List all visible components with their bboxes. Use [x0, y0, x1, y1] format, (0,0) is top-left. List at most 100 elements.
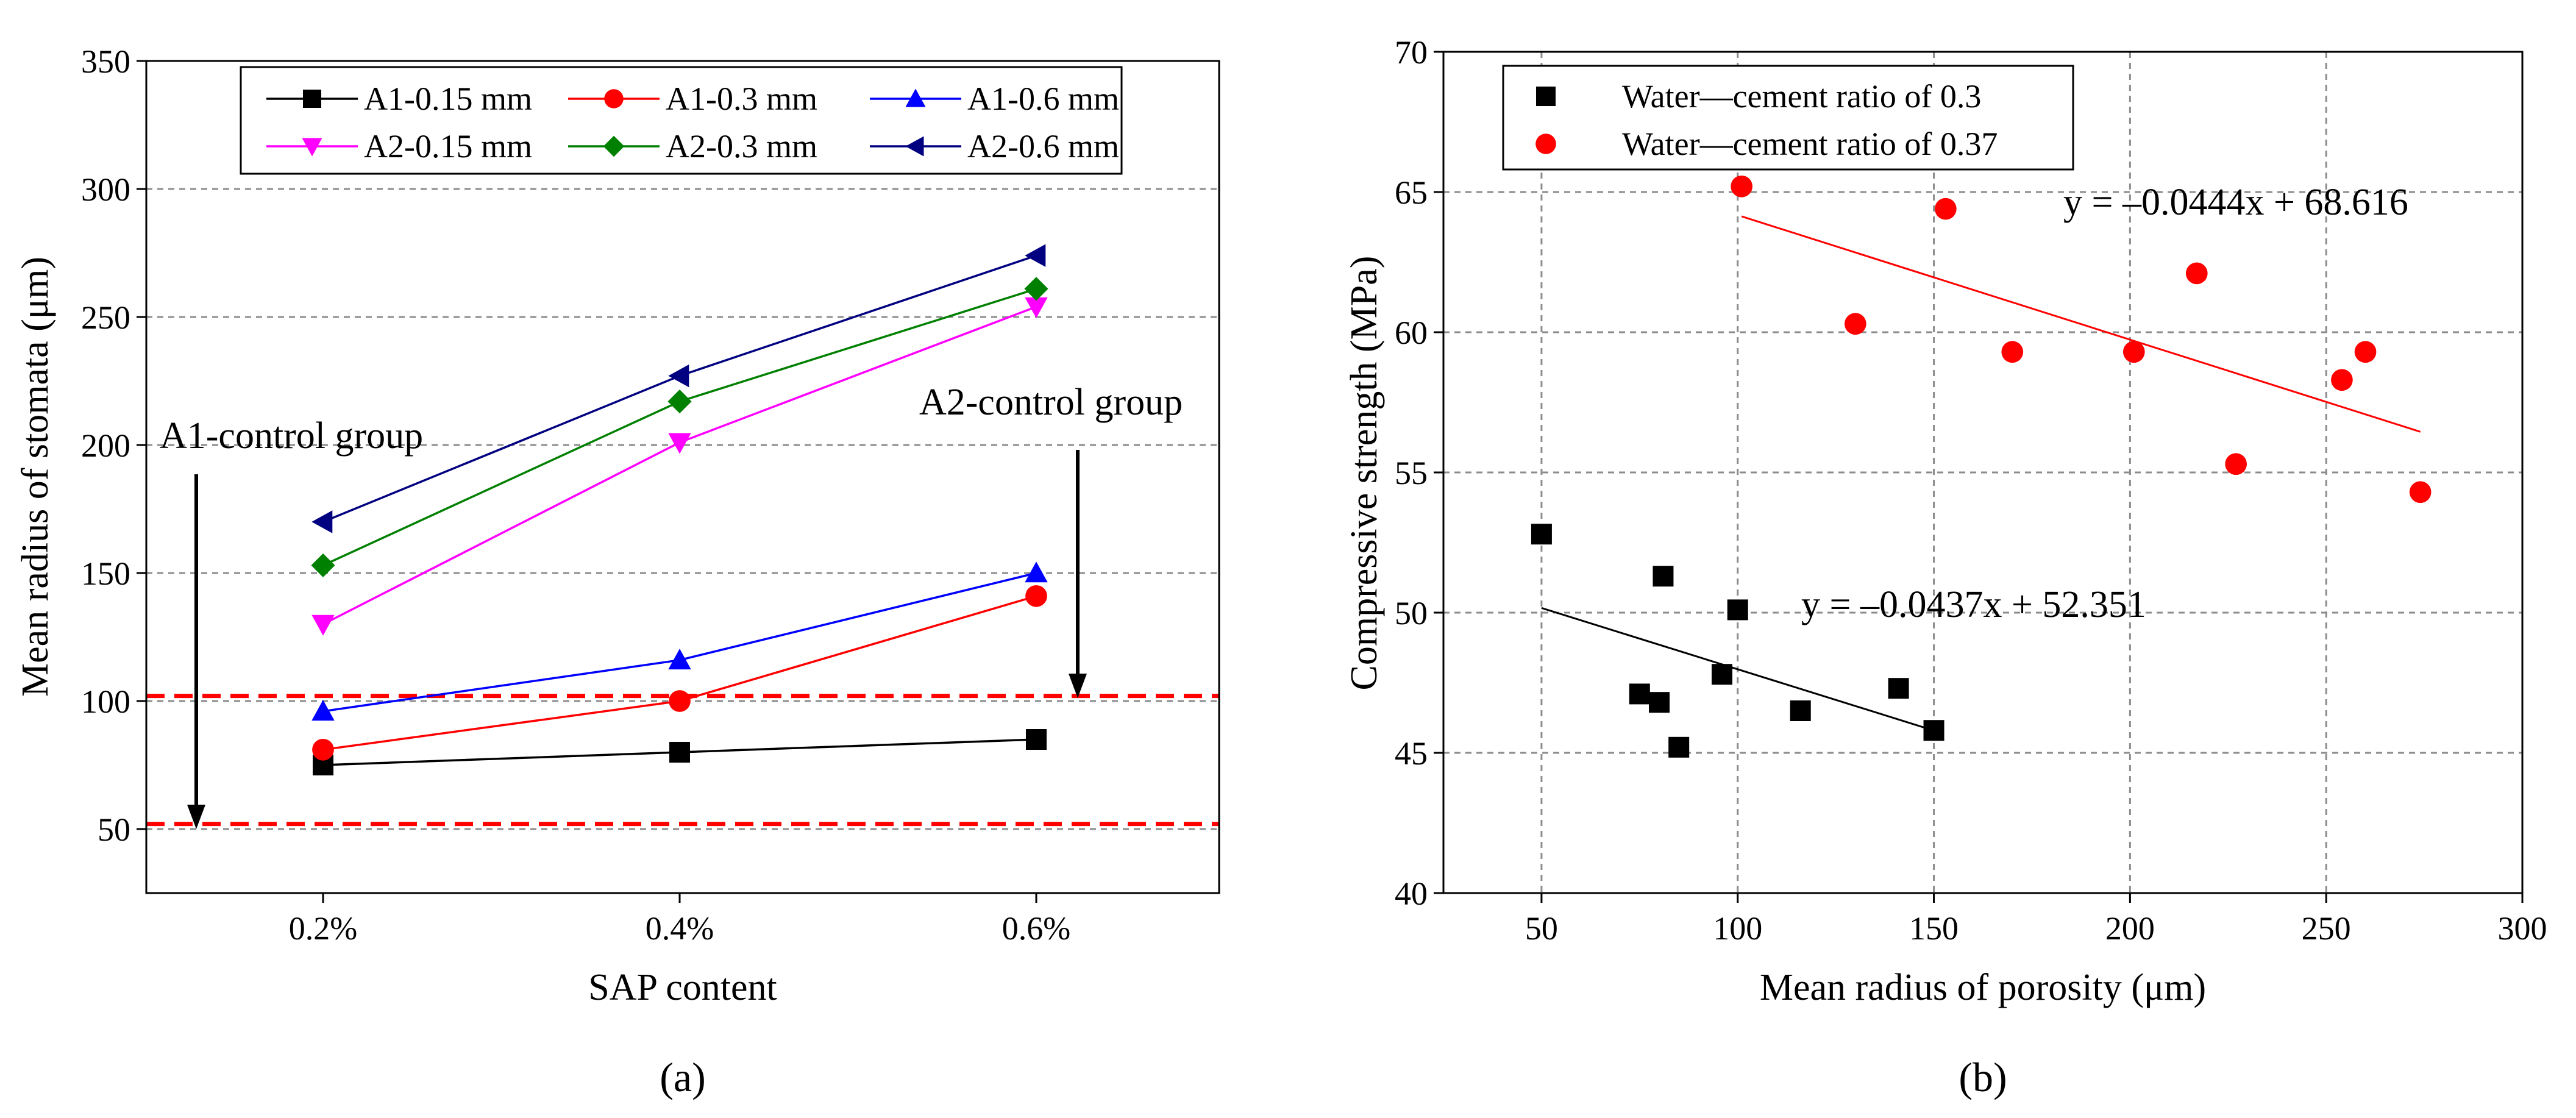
- x-tick-label: 250: [2302, 910, 2351, 947]
- chart-a-x-ticks: 0.2% 0.4% 0.6%: [289, 893, 1070, 947]
- y-tick-label: 200: [81, 427, 130, 464]
- data-point: [1711, 664, 1732, 685]
- chart-a-gridlines: [146, 188, 1219, 830]
- x-tick-label: 0.2%: [289, 910, 357, 947]
- chart-a-series: [311, 244, 1048, 775]
- legend-box: [1502, 65, 2074, 171]
- legend-marker: [604, 89, 624, 109]
- data-point: [2185, 262, 2208, 285]
- data-point: [1923, 720, 1944, 741]
- data-point: [1025, 244, 1046, 267]
- caption-a: (a): [660, 1054, 705, 1100]
- chart-a-annotations: A1-control group A2-control group: [160, 382, 1183, 829]
- data-point: [1727, 599, 1748, 621]
- data-point: [1935, 198, 1957, 220]
- y-tick-label: 100: [81, 683, 130, 720]
- data-point: [311, 510, 333, 533]
- data-point: [1731, 175, 1753, 198]
- legend-marker: [1535, 134, 1556, 154]
- legend-label: A2-0.3 mm: [666, 128, 817, 165]
- x-tick-label: 50: [1525, 910, 1558, 947]
- data-point: [311, 614, 335, 636]
- a1-control-arrow-head: [187, 805, 205, 829]
- data-point: [1531, 524, 1552, 545]
- chart-b-series: [1531, 175, 2432, 758]
- data-point: [2001, 341, 2024, 363]
- chart-panel-b: 40 45 50 55 60 65 70 50 100 150 200 250 300 Compres…: [1343, 34, 2547, 1008]
- fit-line: [1541, 607, 1934, 732]
- fit-label-ratio-0.3: y = –0.0437x + 52.351: [1801, 584, 2146, 625]
- legend-label: Water—cement ratio of 0.3: [1622, 78, 1981, 115]
- data-point: [2331, 369, 2353, 391]
- data-point: [1025, 585, 1047, 607]
- data-point: [1629, 683, 1650, 705]
- y-tick-label: 50: [98, 811, 130, 848]
- data-point: [1024, 277, 1048, 301]
- chart-a-legend: A1-0.15 mm A1-0.3 mm A1-0.6 mm A2-0.15 mm A2…: [240, 66, 1123, 175]
- chart-a-plot-frame: [145, 60, 1220, 894]
- chart-b-x-ticks: 50 100 150 200 250 300: [1525, 893, 2547, 947]
- legend-marker: [603, 135, 625, 157]
- series-line-A2-0.15 mm: [322, 305, 1037, 625]
- chart-a-y-ticks: 50 100 150 200 250 300 350: [81, 43, 146, 848]
- legend-marker: [302, 138, 322, 157]
- data-point: [1844, 313, 1866, 335]
- y-tick-label: 150: [81, 555, 130, 592]
- x-tick-label: 0.6%: [1002, 910, 1070, 947]
- x-tick-label: 300: [2498, 910, 2547, 947]
- data-point: [668, 364, 689, 388]
- fit-label-ratio-0.37: y = –0.0444x + 68.616: [2063, 182, 2408, 223]
- chart-a-x-axis-label: SAP content: [588, 967, 777, 1008]
- x-tick-label: 150: [1909, 910, 1959, 947]
- data-point: [669, 742, 690, 763]
- data-point: [2122, 341, 2145, 363]
- legend-marker: [905, 136, 924, 157]
- x-tick-label: 0.4%: [646, 910, 714, 947]
- chart-b-gridlines: [1443, 52, 2522, 893]
- fit-line: [1741, 215, 2421, 433]
- data-point: [1790, 700, 1811, 721]
- data-point: [311, 700, 335, 721]
- y-tick-label: 60: [1395, 315, 1428, 351]
- legend-label: A2-0.6 mm: [967, 128, 1119, 165]
- data-point: [1026, 729, 1047, 750]
- y-tick-label: 70: [1395, 34, 1428, 71]
- y-tick-label: 45: [1395, 735, 1428, 772]
- x-tick-label: 200: [2105, 910, 2155, 947]
- data-point: [311, 553, 335, 577]
- legend-box: [240, 66, 1123, 175]
- data-point: [312, 738, 334, 761]
- data-point: [1668, 736, 1690, 758]
- series-line-A2-0.3 mm: [322, 288, 1037, 566]
- data-point: [1025, 297, 1048, 318]
- chart-b-legend: Water—cement ratio of 0.3 Water—cement ra…: [1502, 65, 2074, 171]
- y-tick-label: 350: [81, 43, 130, 80]
- caption-b: (b): [1959, 1054, 2007, 1100]
- x-tick-label: 100: [1713, 910, 1762, 947]
- legend-marker: [303, 90, 321, 108]
- chart-b-x-axis-label: Mean radius of porosity (μm): [1760, 967, 2206, 1008]
- chart-a-y-axis-label: Mean radius of stomata (μm): [15, 257, 56, 697]
- y-tick-label: 250: [81, 299, 130, 336]
- data-point: [668, 649, 691, 670]
- legend-label: A1-0.6 mm: [967, 80, 1119, 117]
- chart-b-y-ticks: 40 45 50 55 60 65 70: [1395, 34, 1443, 912]
- data-point: [2354, 341, 2377, 363]
- data-point: [1888, 678, 1909, 699]
- legend-label: A2-0.15 mm: [364, 128, 532, 165]
- data-point: [2225, 453, 2247, 475]
- a2-control-arrow-head: [1069, 674, 1087, 698]
- y-tick-label: 300: [81, 171, 130, 208]
- y-tick-label: 50: [1395, 595, 1428, 632]
- data-point: [1025, 561, 1048, 583]
- legend-label: Water—cement ratio of 0.37: [1622, 126, 1998, 162]
- legend-marker: [1536, 87, 1556, 106]
- legend-marker: [905, 88, 926, 107]
- data-point: [1649, 692, 1670, 713]
- y-tick-label: 65: [1395, 174, 1428, 211]
- a1-control-annotation: A1-control group: [160, 415, 423, 457]
- series-line-A1-0.3 mm: [322, 595, 1037, 751]
- a2-control-annotation: A2-control group: [919, 382, 1183, 423]
- y-tick-label: 55: [1395, 455, 1428, 491]
